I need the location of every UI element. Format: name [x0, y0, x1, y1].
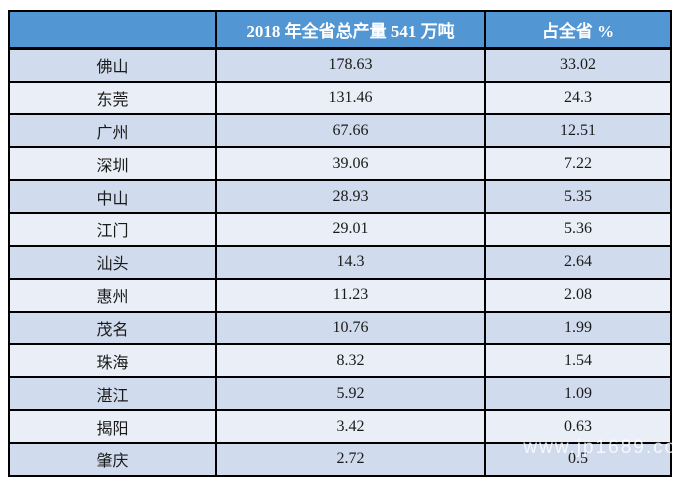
- city-cell: 广州: [8, 113, 217, 149]
- share-cell: 24.3: [484, 80, 672, 116]
- city-cell: 茂名: [8, 310, 217, 346]
- table-row: 湛江 5.92 1.09: [8, 376, 672, 412]
- output-cell: 2.72: [215, 441, 486, 478]
- table-row: 深圳 39.06 7.22: [8, 146, 672, 182]
- output-cell: 39.06: [215, 146, 486, 182]
- table-row: 肇庆 2.72 0.5: [8, 441, 672, 478]
- table-header: 2018 年全省总产量 541 万吨 占全省 %: [8, 10, 672, 50]
- share-cell: 2.64: [484, 244, 672, 280]
- output-cell: 11.23: [215, 277, 486, 313]
- share-cell: 5.36: [484, 211, 672, 247]
- output-cell: 67.66: [215, 113, 486, 149]
- city-cell: 珠海: [8, 343, 217, 379]
- table-row: 中山 28.93 5.35: [8, 179, 672, 214]
- share-cell: 33.02: [484, 47, 672, 83]
- city-cell: 中山: [8, 179, 217, 214]
- table-row: 汕头 14.3 2.64: [8, 244, 672, 280]
- table-row: 东莞 131.46 24.3: [8, 80, 672, 116]
- output-cell: 29.01: [215, 211, 486, 247]
- share-cell: 1.99: [484, 310, 672, 346]
- table-row: 惠州 11.23 2.08: [8, 277, 672, 313]
- city-cell: 惠州: [8, 277, 217, 313]
- city-cell: 汕头: [8, 244, 217, 280]
- city-cell: 东莞: [8, 80, 217, 116]
- table-row: 广州 67.66 12.51: [8, 113, 672, 149]
- header-row: 2018 年全省总产量 541 万吨 占全省 %: [8, 10, 672, 50]
- city-cell: 佛山: [8, 47, 217, 83]
- table-row: 佛山 178.63 33.02: [8, 47, 672, 83]
- output-cell: 5.92: [215, 376, 486, 412]
- share-cell: 2.08: [484, 277, 672, 313]
- share-cell: 1.09: [484, 376, 672, 412]
- table-row: 茂名 10.76 1.99: [8, 310, 672, 346]
- city-cell: 揭阳: [8, 409, 217, 444]
- table-row: 揭阳 3.42 0.63: [8, 409, 672, 444]
- share-cell: 0.63: [484, 409, 672, 444]
- output-cell: 14.3: [215, 244, 486, 280]
- output-cell: 28.93: [215, 179, 486, 214]
- output-cell: 178.63: [215, 47, 486, 83]
- table-row: 江门 29.01 5.36: [8, 211, 672, 247]
- city-cell: 肇庆: [8, 441, 217, 478]
- output-cell: 10.76: [215, 310, 486, 346]
- column-header-province-share: 占全省 %: [484, 10, 672, 50]
- share-cell: 7.22: [484, 146, 672, 182]
- column-header-total-output: 2018 年全省总产量 541 万吨: [215, 10, 486, 50]
- share-cell: 1.54: [484, 343, 672, 379]
- output-cell: 3.42: [215, 409, 486, 444]
- table-body: 佛山 178.63 33.02 东莞 131.46 24.3 广州 67.66 12.51 深圳 3…: [8, 47, 672, 478]
- city-cell: 湛江: [8, 376, 217, 412]
- share-cell: 12.51: [484, 113, 672, 149]
- table-row: 珠海 8.32 1.54: [8, 343, 672, 379]
- city-cell: 江门: [8, 211, 217, 247]
- output-cell: 8.32: [215, 343, 486, 379]
- column-header-city: [8, 10, 217, 50]
- share-cell: 0.5: [484, 441, 672, 478]
- output-cell: 131.46: [215, 80, 486, 116]
- production-table: 2018 年全省总产量 541 万吨 占全省 % 佛山 178.63 33.02 东莞…: [8, 10, 672, 478]
- share-cell: 5.35: [484, 179, 672, 214]
- city-cell: 深圳: [8, 146, 217, 182]
